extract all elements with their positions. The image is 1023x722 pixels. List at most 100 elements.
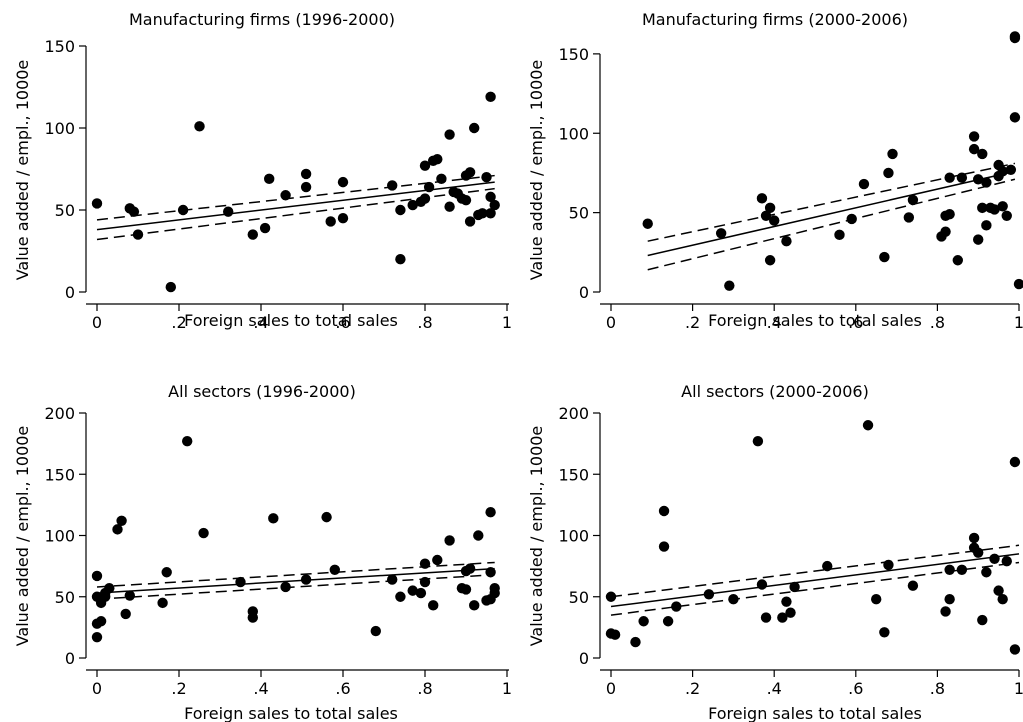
data-point	[605, 591, 617, 602]
data-point	[907, 580, 919, 591]
data-point	[903, 212, 915, 223]
ci-lower-line	[96, 187, 495, 241]
data-point	[1013, 278, 1023, 290]
x-tick-label: .4	[253, 679, 268, 698]
data-point	[485, 208, 496, 219]
data-point	[769, 215, 780, 226]
data-point	[1009, 456, 1021, 468]
data-point	[1001, 556, 1012, 567]
data-point	[337, 176, 349, 188]
data-point	[785, 607, 796, 618]
x-tick-label: 0	[92, 679, 102, 698]
x-axis-label: Foreign sales to total sales	[184, 704, 398, 722]
data-point	[419, 193, 431, 204]
data-point	[485, 191, 496, 203]
chart-title: All sectors (2000-2006)	[681, 382, 869, 401]
y-axis-label: Value added / empl., 1000e	[13, 426, 32, 647]
data-point	[658, 541, 670, 552]
y-tick-label: 100	[44, 119, 75, 138]
x-tick-label: 1	[1014, 679, 1023, 698]
data-point	[956, 172, 968, 183]
x-tick-label: .6	[335, 679, 350, 698]
data-point	[940, 606, 951, 617]
data-point	[993, 585, 1004, 596]
data-point	[781, 596, 792, 607]
data-point	[419, 576, 431, 588]
data-point	[415, 587, 427, 599]
data-point	[973, 547, 984, 558]
data-point	[940, 226, 951, 237]
data-point	[630, 636, 641, 648]
data-point	[977, 614, 988, 626]
chart-panel-4: All sectors (2000-2006) 0 50 100 150 200 0 .2 .4…	[527, 382, 1023, 722]
data-point	[638, 616, 649, 627]
data-point	[489, 199, 500, 211]
data-point	[419, 558, 431, 569]
data-point	[464, 216, 476, 227]
data-point	[300, 181, 312, 193]
data-point	[247, 606, 258, 617]
data-point	[973, 174, 984, 185]
data-point	[165, 281, 176, 293]
chart-panel-1: Manufacturing firms (1996-2000) 0 50 100 150…	[13, 10, 512, 332]
data-point	[407, 199, 418, 211]
x-tick-label: .2	[171, 313, 186, 332]
x-tick-label: .2	[685, 313, 700, 332]
y-tick-label: 50	[569, 588, 589, 607]
chart-title: Manufacturing firms (2000-2006)	[642, 10, 908, 29]
data-point	[407, 585, 418, 596]
data-point	[764, 202, 776, 214]
x-tick-label: .6	[848, 679, 863, 698]
x-tick-label: .8	[417, 313, 432, 332]
data-point	[777, 612, 788, 623]
data-point	[756, 193, 768, 204]
data-point	[259, 222, 271, 234]
y-tick-label: 150	[558, 45, 589, 64]
data-point	[997, 166, 1008, 177]
x-tick-label: .8	[417, 679, 432, 698]
data-point	[1009, 112, 1021, 123]
y-tick-label: 100	[44, 527, 75, 546]
data-point	[95, 616, 107, 627]
data-point	[977, 148, 988, 160]
data-point	[879, 627, 890, 638]
data-point	[944, 172, 955, 183]
chart-panel-3: All sectors (1996-2000) 0 50 100 150 200 0 .2 .4…	[13, 382, 512, 722]
y-tick-label: 150	[44, 37, 75, 56]
data-point	[387, 180, 398, 191]
data-point	[485, 567, 496, 578]
data-point	[789, 581, 800, 593]
x-axis-label: Foreign sales to total sales	[708, 704, 922, 722]
data-point	[161, 567, 172, 578]
data-point	[752, 435, 764, 447]
data-point	[981, 220, 992, 231]
x-tick-label: .6	[848, 313, 863, 332]
data-point	[194, 121, 205, 132]
data-point	[609, 629, 621, 640]
data-point	[300, 574, 312, 585]
data-point	[177, 204, 189, 216]
y-axis-label: Value added / empl., 1000e	[527, 426, 546, 647]
chart-title: Manufacturing firms (1996-2000)	[129, 10, 395, 29]
data-point	[444, 129, 455, 140]
data-point	[846, 213, 857, 225]
y-tick-label: 50	[55, 201, 75, 220]
y-tick-label: 100	[558, 124, 589, 143]
data-point	[132, 229, 144, 240]
data-point	[728, 594, 739, 605]
x-tick-label: .4	[767, 313, 782, 332]
data-point	[760, 612, 772, 623]
x-tick-label: .2	[685, 679, 700, 698]
data-point	[724, 280, 735, 291]
data-point	[968, 143, 980, 155]
x-tick-label: .4	[253, 313, 268, 332]
data-point	[268, 513, 279, 524]
data-point	[436, 173, 447, 185]
chart-panel-2: Manufacturing firms (2000-2006) 0 50 100 150…	[527, 10, 1023, 332]
x-tick-label: .4	[767, 679, 782, 698]
data-point	[944, 209, 955, 220]
data-point	[182, 435, 193, 447]
fit-line	[96, 567, 495, 594]
data-point	[822, 560, 833, 572]
